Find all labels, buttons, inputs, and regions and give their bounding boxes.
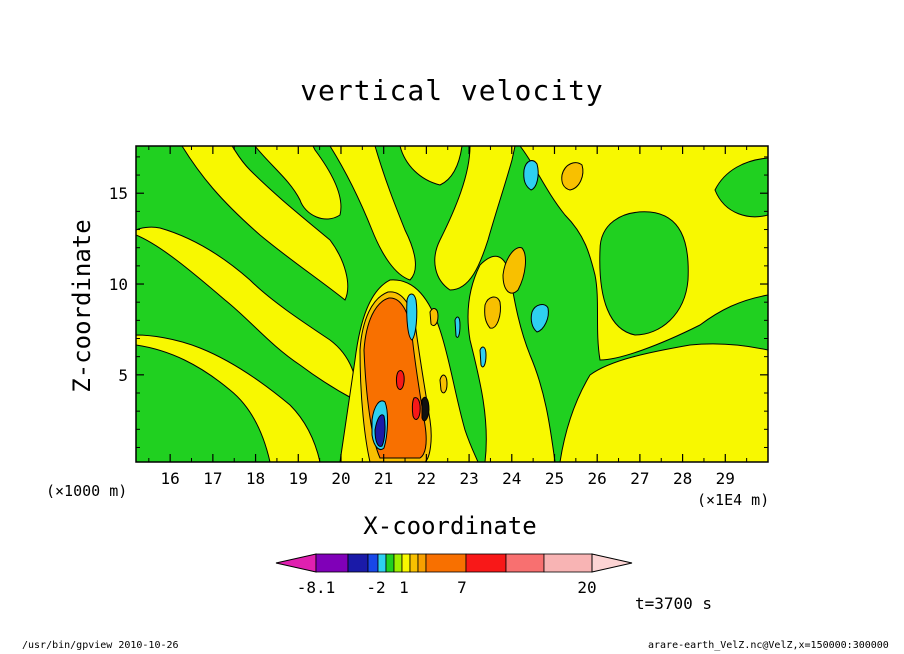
colorbar-segment	[401, 553, 411, 573]
x-axis: 16 17 18 19 20 21 22 23 24 25 26 27 28 29	[148, 146, 748, 488]
colorbar-segment	[315, 553, 349, 573]
y-axis-label: Z-coordinate	[68, 219, 96, 393]
colorbar-segment	[505, 553, 545, 573]
light-orange-patch	[561, 162, 584, 191]
colorbar-tick-label: 1	[399, 578, 409, 597]
small-orange	[429, 308, 439, 327]
colorbar-tick-label: 7	[457, 578, 467, 597]
colorbar-arrow-left	[275, 553, 317, 573]
colorbar-segment	[409, 553, 419, 573]
colorbar-segment	[367, 553, 379, 573]
x-tick-label: 16	[161, 469, 180, 488]
colorbar-segment	[377, 553, 387, 573]
x-tick-label: 27	[630, 469, 649, 488]
colorbar-segment	[347, 553, 369, 573]
x-tick-label: 28	[673, 469, 692, 488]
plot-frame	[135, 145, 769, 463]
colorbar-segment	[465, 553, 507, 573]
x-tick-label: 18	[246, 469, 265, 488]
x-unit-left: (×1000 m)	[46, 482, 128, 500]
colorbar-segment	[385, 553, 395, 573]
footer-left: /usr/bin/gpview 2010-10-26	[22, 640, 179, 651]
colorbar-segment	[393, 553, 403, 573]
contour-field	[136, 146, 768, 462]
downdraft-blue	[374, 414, 386, 447]
x-tick-label: 23	[459, 469, 478, 488]
yellow-band	[136, 226, 357, 401]
green-patch	[599, 211, 689, 336]
y-axis: 5 10 15	[109, 156, 768, 448]
colorbar-segment	[417, 553, 427, 573]
light-orange-patch	[484, 296, 501, 329]
downdraft-cyan	[479, 346, 487, 368]
downdraft-dark	[421, 396, 430, 422]
colorbar-tick-label: 20	[577, 578, 597, 597]
x-tick-label: 17	[203, 469, 222, 488]
colorbar	[275, 553, 633, 573]
yellow-band	[399, 146, 463, 186]
x-tick-label: 19	[289, 469, 308, 488]
small-orange	[439, 374, 448, 394]
footer-right: arare-earth_VelZ.nc@VelZ,x=150000:300000	[648, 640, 889, 651]
x-axis-label: X-coordinate	[363, 512, 537, 540]
colorbar-tick-label: -2	[366, 578, 386, 597]
colorbar-segment	[425, 553, 467, 573]
x-tick-label: 26	[588, 469, 607, 488]
updraft-core-red	[411, 397, 421, 420]
yellow-band	[559, 343, 768, 462]
time-label: t=3700 s	[635, 594, 713, 613]
yellow-band	[329, 146, 416, 281]
downdraft-cyan	[523, 160, 539, 191]
light-orange-patch	[502, 247, 526, 294]
x-tick-label: 22	[417, 469, 436, 488]
yellow-band	[181, 146, 349, 301]
yellow-band	[434, 146, 516, 291]
colorbar-tick-label: -8.1	[296, 578, 336, 597]
x-tick-label: 24	[502, 469, 521, 488]
y-tick-label: 5	[118, 366, 128, 385]
y-tick-label: 15	[109, 184, 128, 203]
green-patch	[714, 157, 768, 218]
yellow-band	[136, 334, 321, 462]
x-tick-label: 29	[716, 469, 735, 488]
colorbar-arrow-right	[591, 553, 633, 573]
colorbar-segment	[543, 553, 593, 573]
yellow-band	[254, 146, 342, 220]
downdraft-cyan	[530, 304, 549, 333]
y-tick-label: 10	[109, 275, 128, 294]
x-tick-label: 20	[331, 469, 350, 488]
downdraft-cyan	[406, 293, 418, 341]
chart-title: vertical velocity	[300, 74, 604, 107]
x-tick-label: 21	[374, 469, 393, 488]
x-tick-label: 25	[545, 469, 564, 488]
downdraft-cyan	[454, 316, 461, 338]
x-unit-right: (×1E4 m)	[697, 491, 770, 509]
updraft-core-red	[395, 369, 405, 390]
